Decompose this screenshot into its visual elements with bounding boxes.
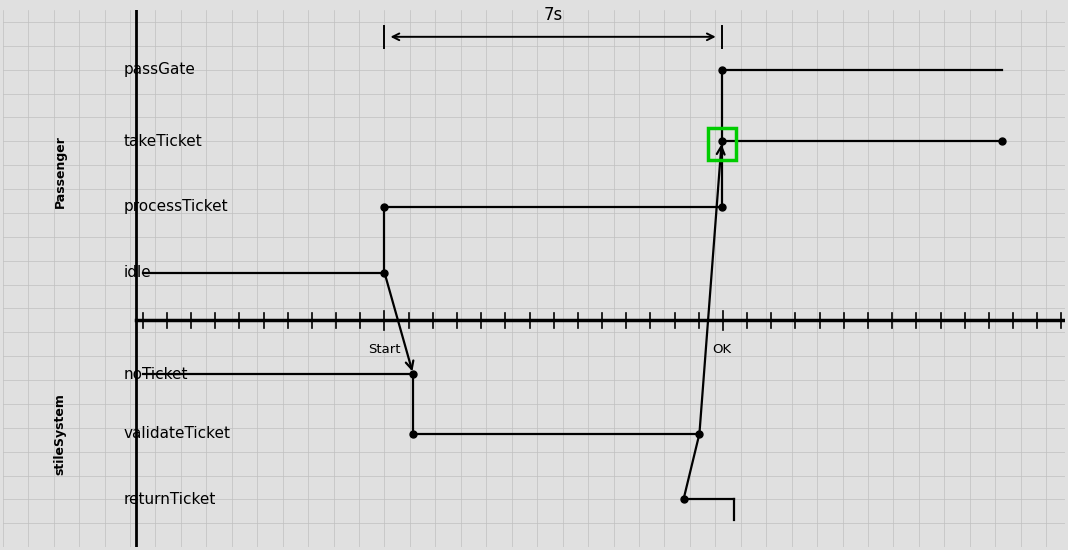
Text: idle: idle bbox=[124, 265, 152, 280]
Text: takeTicket: takeTicket bbox=[124, 134, 203, 149]
Bar bbox=[708, 128, 736, 161]
Text: noTicket: noTicket bbox=[124, 367, 188, 382]
Text: passGate: passGate bbox=[124, 62, 195, 77]
Text: OK: OK bbox=[712, 343, 732, 356]
Text: 7s: 7s bbox=[544, 6, 563, 24]
Text: validateTicket: validateTicket bbox=[124, 426, 231, 441]
Text: Start: Start bbox=[368, 343, 400, 356]
Text: returnTicket: returnTicket bbox=[124, 492, 216, 507]
Text: stileSystem: stileSystem bbox=[53, 393, 66, 475]
Text: Passenger: Passenger bbox=[53, 135, 66, 207]
Text: processTicket: processTicket bbox=[124, 200, 229, 215]
